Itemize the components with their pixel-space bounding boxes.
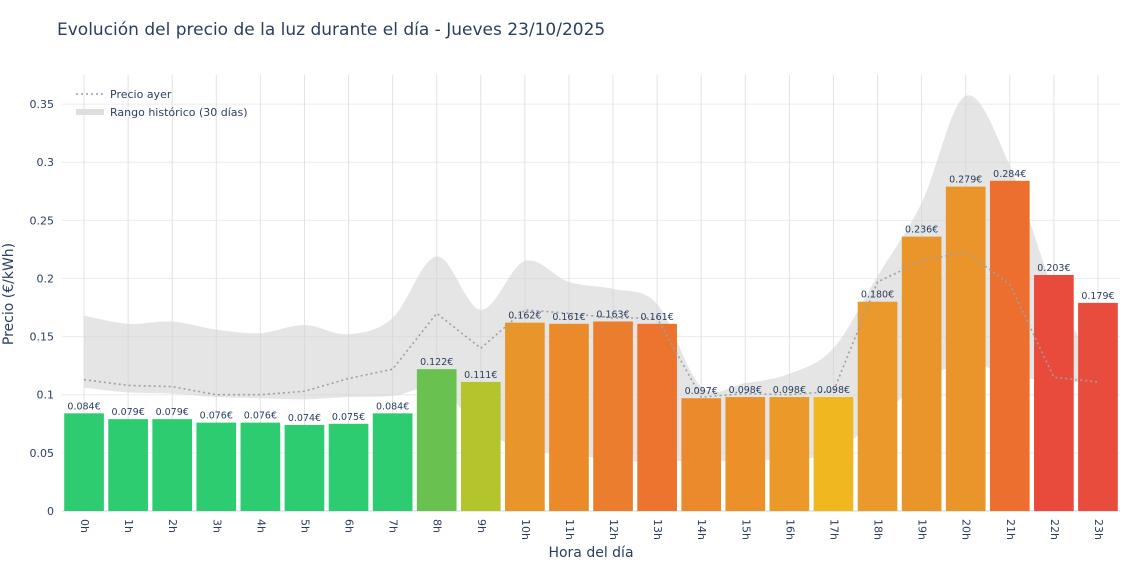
legend-label-previous-day: Precio ayer <box>110 88 172 101</box>
price-bar <box>505 323 545 511</box>
bar-value-label: 0.236€ <box>905 225 938 236</box>
bar-value-label: 0.122€ <box>420 357 453 368</box>
bar-value-label: 0.075€ <box>332 412 365 423</box>
x-axis-title: Hora del día <box>548 545 633 561</box>
bar-value-label: 0.161€ <box>552 312 585 323</box>
x-tick-label: 23h <box>1092 519 1105 540</box>
legend-swatch-historical-range <box>76 109 104 115</box>
price-bar <box>681 398 721 511</box>
chart-title: Evolución del precio de la luz durante e… <box>57 20 605 40</box>
x-tick-label: 17h <box>827 519 840 540</box>
bar-value-label: 0.084€ <box>376 401 409 412</box>
price-bar <box>725 397 765 511</box>
x-tick-label: 1h <box>122 519 135 533</box>
y-tick-label: 0.3 <box>37 156 55 169</box>
legend-label-historical-range: Rango histórico (30 días) <box>110 106 248 119</box>
price-bar <box>152 419 192 511</box>
price-bar <box>549 324 589 511</box>
price-bar <box>196 423 236 511</box>
bar-value-label: 0.079€ <box>112 407 145 418</box>
x-tick-label: 7h <box>387 519 400 533</box>
price-bar <box>902 237 942 511</box>
x-tick-label: 2h <box>166 519 179 533</box>
price-bar <box>108 419 148 511</box>
price-bar <box>285 425 325 511</box>
price-bar <box>241 423 281 511</box>
x-tick-label: 15h <box>739 519 752 540</box>
x-tick-label: 10h <box>519 519 532 540</box>
bar-value-label: 0.079€ <box>156 407 189 418</box>
bar-value-label: 0.097€ <box>685 386 718 397</box>
price-bar <box>858 302 898 511</box>
price-bar <box>64 413 104 511</box>
x-tick-label: 22h <box>1048 519 1061 540</box>
x-tick-label: 16h <box>783 519 796 540</box>
x-tick-label: 19h <box>916 519 929 540</box>
x-tick-label: 4h <box>254 519 267 533</box>
bar-value-label: 0.076€ <box>244 411 277 422</box>
x-tick-label: 8h <box>431 519 444 533</box>
x-tick-label: 12h <box>607 519 620 540</box>
price-bar <box>990 181 1030 511</box>
bar-value-label: 0.098€ <box>729 385 762 396</box>
bar-value-label: 0.179€ <box>1081 291 1114 302</box>
legend: Precio ayer Rango histórico (30 días) <box>76 88 248 119</box>
bar-value-label: 0.098€ <box>817 385 850 396</box>
y-tick-label: 0 <box>47 505 54 518</box>
bar-value-label: 0.203€ <box>1037 263 1070 274</box>
y-tick-label: 0.2 <box>37 272 55 285</box>
y-tick-label: 0.05 <box>30 447 55 460</box>
price-bar <box>593 321 633 511</box>
bar-value-label: 0.180€ <box>861 290 894 301</box>
price-bar <box>417 369 457 511</box>
x-tick-label: 3h <box>210 519 223 533</box>
bar-value-label: 0.162€ <box>508 311 541 322</box>
bar-value-label: 0.074€ <box>288 413 321 424</box>
price-bar <box>814 397 854 511</box>
y-tick-label: 0.25 <box>30 214 55 227</box>
bar-value-label: 0.084€ <box>67 401 100 412</box>
y-tick-label: 0.15 <box>30 331 55 344</box>
price-bar <box>329 424 369 511</box>
x-tick-label: 13h <box>651 519 664 540</box>
x-tick-label: 9h <box>475 519 488 533</box>
x-tick-label: 11h <box>563 519 576 540</box>
y-axis-title: Precio (€/kWh) <box>1 243 17 345</box>
x-tick-label: 14h <box>695 519 708 540</box>
bar-value-label: 0.279€ <box>949 175 982 186</box>
bar-value-label: 0.163€ <box>596 309 629 320</box>
bar-value-label: 0.161€ <box>641 312 674 323</box>
x-tick-label: 0h <box>78 519 91 533</box>
x-tick-label: 20h <box>960 519 973 540</box>
price-bar <box>637 324 677 511</box>
x-tick-label: 21h <box>1004 519 1017 540</box>
price-bar <box>373 413 413 511</box>
x-tick-label: 6h <box>343 519 356 533</box>
y-tick-label: 0.1 <box>37 389 55 402</box>
price-bar <box>461 382 501 511</box>
price-bar <box>946 187 986 511</box>
bar-value-label: 0.111€ <box>464 370 497 381</box>
y-tick-label: 0.35 <box>30 98 55 111</box>
bar-value-label: 0.098€ <box>773 385 806 396</box>
x-tick-label: 5h <box>298 519 311 533</box>
x-tick-label: 18h <box>872 519 885 540</box>
price-bar <box>770 397 810 511</box>
bar-value-label: 0.284€ <box>993 169 1026 180</box>
price-bar <box>1034 275 1074 511</box>
price-bar <box>1078 303 1118 511</box>
bar-value-label: 0.076€ <box>200 411 233 422</box>
